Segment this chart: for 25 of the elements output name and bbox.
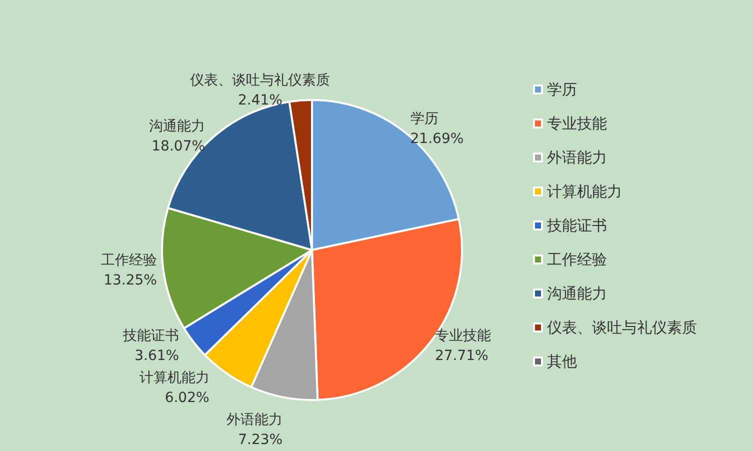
legend-label: 计算机能力 <box>547 182 622 200</box>
data-label: 27.71% <box>434 348 488 364</box>
legend-label: 其他 <box>547 352 577 370</box>
data-label: 18.07% <box>152 138 206 154</box>
data-label: 7.23% <box>238 432 283 448</box>
slice-label: 外语能力 <box>226 412 283 428</box>
slice-label: 专业技能 <box>434 328 491 344</box>
slice-label: 沟通能力 <box>149 118 206 134</box>
data-label: 6.02% <box>164 390 210 406</box>
data-label: 3.61% <box>134 348 180 364</box>
legend-label: 专业技能 <box>547 114 607 132</box>
data-label: 21.69% <box>410 130 464 147</box>
slice-label: 工作经验 <box>100 252 157 269</box>
slice-label: 技能证书 <box>122 328 180 344</box>
legend-label: 沟通能力 <box>547 284 607 302</box>
slice-label: 计算机能力 <box>139 370 210 386</box>
data-label: 2.41% <box>238 92 282 108</box>
legend-label: 技能证书 <box>546 216 607 234</box>
legend-label: 学历 <box>547 80 577 98</box>
legend-label: 外语能力 <box>547 148 607 166</box>
data-label: 13.25% <box>104 272 157 289</box>
slice-label: 学历 <box>410 110 438 127</box>
legend-label: 仪表、谈吐与礼仪素质 <box>547 318 697 336</box>
legend-label: 工作经验 <box>547 250 607 268</box>
slice-label: 仪表、谈吐与礼仪素质 <box>190 72 330 88</box>
